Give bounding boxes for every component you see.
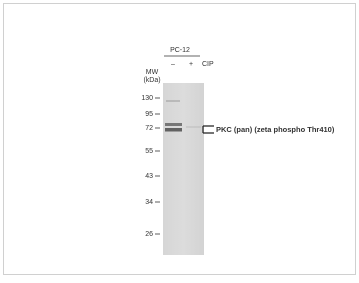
band [165, 128, 182, 132]
lane-label: – [171, 61, 175, 68]
marker-label: 55 [145, 148, 153, 155]
band [165, 123, 182, 126]
cell-line: PC-12 [170, 47, 190, 54]
marker-label: 130 [141, 95, 153, 102]
mw-title: MW [146, 69, 159, 76]
target-label: PKC (pan) (zeta phospho Thr410) [216, 125, 335, 134]
figure: PC-12 – + CIP MW (kDa) 130 95 72 55 43 34 26 P… [0, 0, 359, 278]
band [166, 100, 180, 102]
treatment: CIP [202, 61, 214, 68]
lane-label: + [189, 61, 193, 68]
gel [163, 83, 204, 255]
band [186, 126, 201, 128]
marker-label: 26 [145, 231, 153, 238]
mw-unit: (kDa) [143, 77, 160, 84]
marker-label: 72 [145, 125, 153, 132]
marker-label: 43 [145, 173, 153, 180]
marker-label: 34 [145, 199, 153, 206]
marker-label: 95 [145, 111, 153, 118]
